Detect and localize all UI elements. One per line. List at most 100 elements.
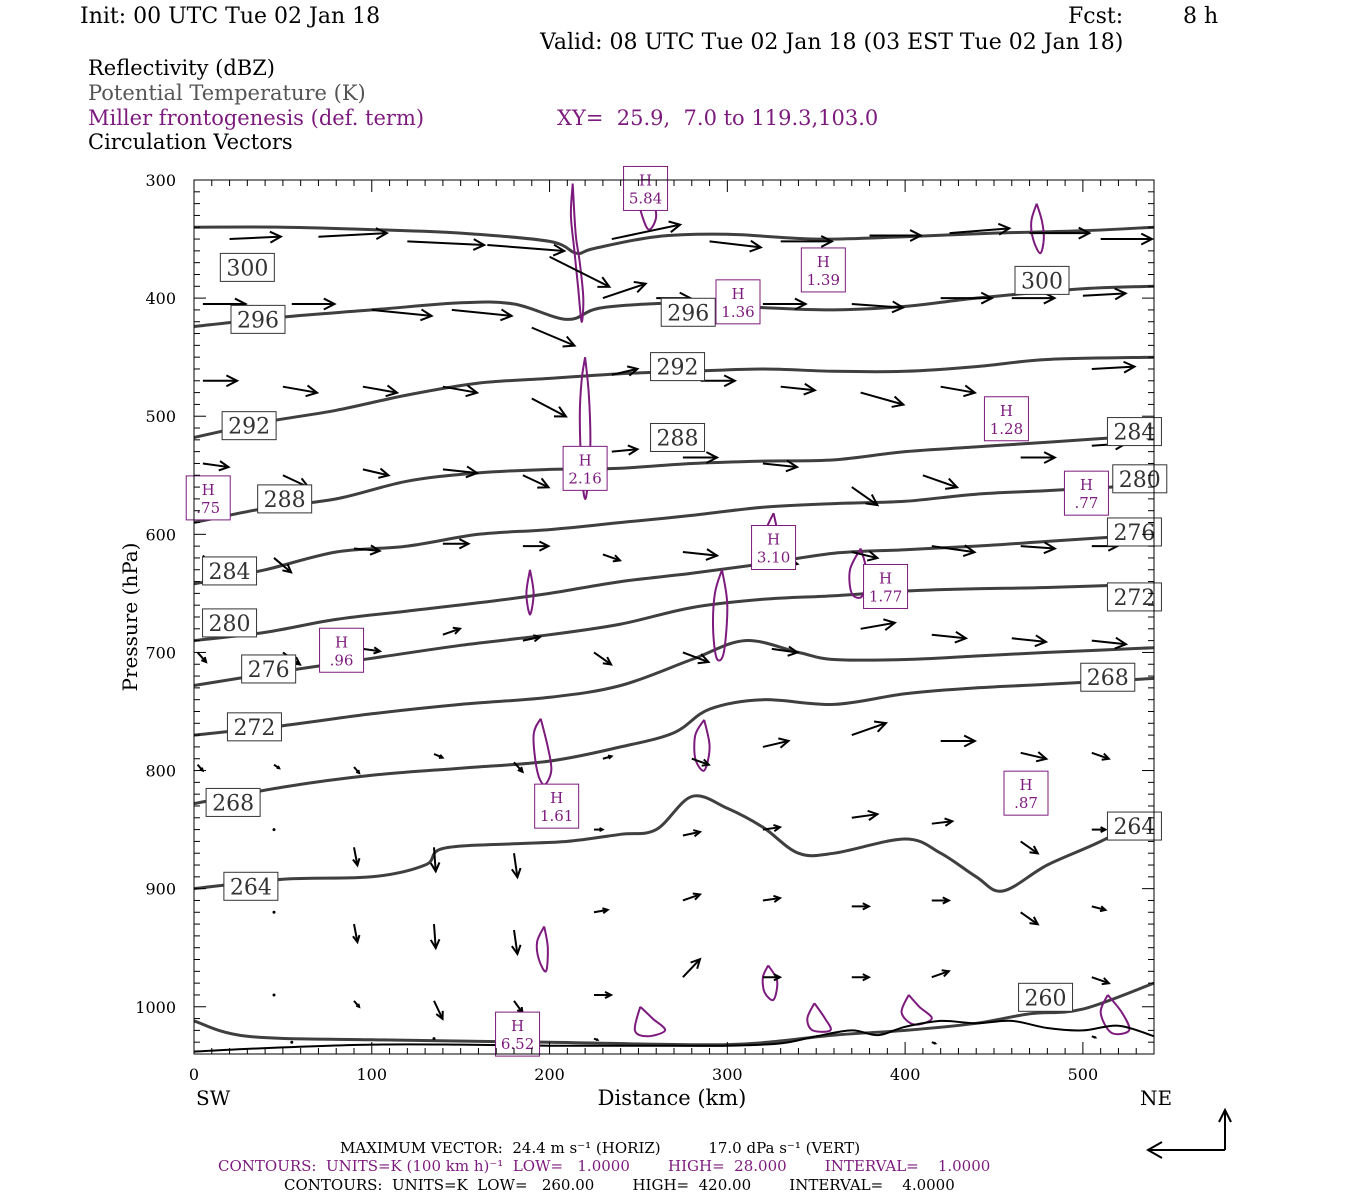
theta-label: 264	[1106, 811, 1162, 841]
vector-shaft	[531, 397, 567, 418]
maximum-marker: H	[511, 1017, 524, 1035]
x-tick-label: 200	[534, 1065, 565, 1084]
vector-head	[323, 297, 337, 311]
vector-head	[517, 766, 525, 774]
vector-shaft	[851, 486, 878, 506]
circulation-vector	[429, 847, 441, 874]
frontogenesis-maximum: H1.77	[863, 563, 909, 609]
vector-head	[883, 618, 898, 631]
vector-shaft	[709, 240, 761, 249]
maximum-box	[863, 563, 909, 609]
vector-shaft	[229, 235, 281, 241]
theta-contour-284	[193, 483, 1155, 586]
vector-head	[532, 634, 543, 643]
circulation-vector	[1091, 976, 1111, 986]
theta-label-box	[1018, 982, 1074, 1012]
frontogenesis-maximum: H.75	[185, 475, 231, 521]
circulation-vector	[353, 766, 361, 775]
vector-head	[933, 1041, 938, 1045]
circulation-vector	[1100, 232, 1155, 246]
frontogenesis-contour	[569, 183, 585, 323]
legend-reflectivity: Reflectivity (dBZ)	[88, 56, 276, 80]
theta-label-text: 300	[1021, 269, 1063, 294]
vector-shaft	[353, 547, 380, 552]
circulation-vector	[922, 474, 960, 490]
vector-shaft	[1091, 976, 1110, 985]
maximum-box	[751, 524, 797, 570]
circulation-vector	[1020, 451, 1058, 464]
vector-head	[553, 406, 568, 418]
circulation-vector	[407, 238, 487, 251]
vector-head	[269, 230, 284, 244]
vector-shaft	[682, 893, 701, 902]
theta-contour-272	[193, 639, 1155, 737]
theta-label: 260	[1018, 982, 1074, 1012]
vector-shaft	[362, 385, 398, 394]
circulation-vector	[602, 553, 623, 563]
circulation-vector	[352, 847, 361, 868]
frontogenesis-maximum: H6.52	[495, 1011, 541, 1057]
vector-head	[385, 384, 400, 398]
theta-label-text: 296	[667, 301, 709, 326]
theta-label-text: 300	[226, 256, 268, 281]
vector-shaft	[940, 385, 976, 394]
vector-shaft	[922, 474, 958, 489]
frontogenesis-contour	[761, 964, 779, 1002]
vector-shaft	[860, 391, 904, 406]
vector-head	[1123, 360, 1137, 374]
theta-label-text: 260	[1025, 986, 1067, 1011]
circulation-vector	[487, 243, 567, 257]
forecast-hour: 8 h	[1183, 4, 1219, 29]
maximum-marker: H	[335, 633, 348, 651]
vector-head	[862, 973, 872, 982]
vector-shaft	[949, 227, 1010, 235]
theta-label-text: 284	[209, 560, 251, 585]
vector-head	[595, 1038, 600, 1042]
vector-head	[373, 646, 383, 655]
theta-label: 296	[660, 297, 716, 327]
theta-contour-264	[193, 794, 1155, 893]
maximum-marker: H	[879, 569, 892, 587]
vector-head	[429, 938, 441, 951]
vector-head	[963, 384, 978, 398]
vector-head	[225, 374, 240, 388]
theta-label-box	[205, 787, 261, 817]
circulation-vector	[851, 720, 889, 737]
circulation-vector	[433, 753, 445, 759]
vector-shaft	[1091, 365, 1135, 370]
x-tick-label: 100	[357, 1065, 388, 1084]
vector-head	[1043, 451, 1058, 464]
theta-label-text: 276	[248, 658, 290, 683]
circulation-vector	[1091, 905, 1108, 913]
vector-shaft	[931, 820, 953, 825]
circulation-vector	[196, 763, 205, 773]
circulation-vector	[931, 544, 977, 557]
circulation-vector	[531, 397, 568, 418]
init-time: Init: 00 UTC Tue 02 Jan 18	[80, 4, 381, 29]
vector-head	[511, 867, 522, 880]
circulation-vector	[513, 1000, 524, 1015]
circulation-vector	[682, 651, 711, 665]
theta-label: 264	[223, 871, 279, 901]
vector-shaft	[682, 830, 701, 837]
vector-shaft	[407, 240, 485, 247]
circulation-vector	[851, 973, 872, 982]
vector-head	[944, 817, 955, 827]
vector-shaft	[682, 551, 718, 557]
maximum-value: 5.84	[629, 189, 662, 207]
circulation-vector	[762, 894, 783, 903]
vector-head	[378, 467, 391, 479]
theta-label-text: 288	[264, 488, 306, 513]
vector-shaft	[611, 448, 638, 453]
circulation-vector	[273, 557, 293, 574]
vector-shaft	[611, 367, 638, 376]
theta-label: 272	[226, 712, 282, 742]
vector-head	[873, 720, 889, 733]
vector-shaft	[442, 385, 478, 394]
maximum-value: .96	[330, 651, 354, 669]
theta-label: 292	[221, 411, 277, 441]
vector-shaft	[1091, 639, 1127, 646]
maximum-value: .77	[1075, 494, 1099, 512]
vector-head	[537, 477, 551, 489]
vector-head	[1078, 226, 1092, 240]
